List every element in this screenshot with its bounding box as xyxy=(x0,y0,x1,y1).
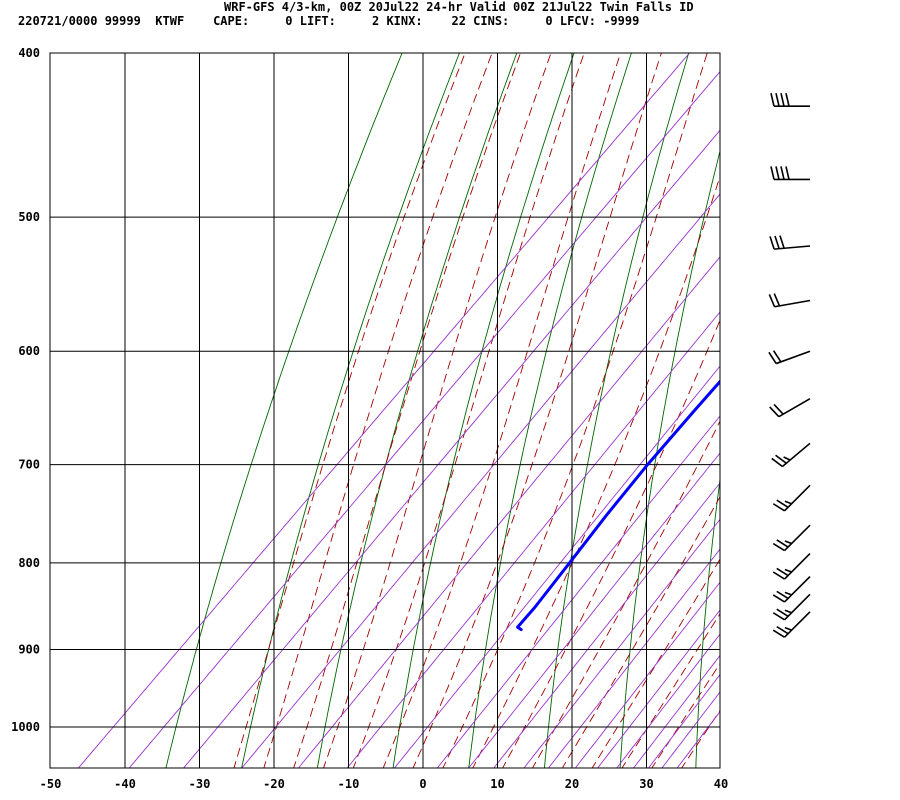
y-tick-label: 1000 xyxy=(11,720,40,734)
wind-barb xyxy=(768,293,811,308)
x-tick-label: -20 xyxy=(263,777,285,791)
dry-adiabat-line xyxy=(695,476,720,768)
mixing-ratio-line xyxy=(547,548,720,768)
wind-barb xyxy=(772,484,811,512)
wind-barb xyxy=(768,350,811,365)
moist-adiabat-line xyxy=(681,709,720,768)
moist-adiabat-line xyxy=(263,53,493,768)
mixing-ratio-line xyxy=(77,53,691,768)
moist-adiabat-line xyxy=(502,318,720,768)
dry-adiabat-line xyxy=(392,53,575,768)
moist-adiabat-line xyxy=(651,662,720,768)
dry-adiabat-line xyxy=(543,53,690,768)
moist-adiabat-line xyxy=(352,53,585,768)
wind-barb xyxy=(771,442,811,468)
y-tick-label: 600 xyxy=(18,344,40,358)
wind-barb xyxy=(772,553,811,580)
moist-adiabat-line xyxy=(382,53,622,768)
wind-barb xyxy=(772,593,811,621)
x-tick-label: 0 xyxy=(419,777,426,791)
dry-adiabat-line xyxy=(468,53,632,768)
mixing-ratio-line xyxy=(393,365,720,768)
moist-adiabat-line xyxy=(412,53,662,768)
mixing-ratio-line xyxy=(241,193,720,768)
mixing-ratio-line xyxy=(128,70,720,768)
mixing-ratio-line xyxy=(346,311,720,768)
mixing-ratio-line xyxy=(616,633,720,768)
mixing-ratio-line xyxy=(468,452,720,768)
x-tick-label: -30 xyxy=(189,777,211,791)
dry-adiabat-line xyxy=(316,53,518,768)
moist-adiabat-line xyxy=(323,53,552,768)
x-tick-label: -40 xyxy=(114,777,136,791)
mixing-ratio-line xyxy=(182,129,720,768)
x-tick-label: 20 xyxy=(565,777,579,791)
wind-barbs xyxy=(768,93,811,638)
moist-adiabat-line xyxy=(293,53,521,768)
chart-title: WRF-GFS 4/3-km, 00Z 20Jul22 24-hr Valid … xyxy=(224,0,694,14)
x-tick-label: -50 xyxy=(40,777,62,791)
wind-barb xyxy=(770,166,810,181)
wind-barb xyxy=(769,398,811,418)
dry-adiabat-line xyxy=(619,149,720,768)
plot-frame xyxy=(49,52,721,769)
grid xyxy=(50,53,720,768)
dry-adiabat-line xyxy=(241,53,460,768)
wind-barb xyxy=(769,235,811,250)
moist-adiabat-line xyxy=(472,175,720,768)
moist-adiabat-line xyxy=(531,420,720,768)
mixing-ratio-line xyxy=(523,518,720,768)
y-tick-label: 500 xyxy=(18,210,40,224)
wind-barb xyxy=(772,575,811,603)
x-tick-label: 40 xyxy=(714,777,728,791)
dry-adiabat-line xyxy=(165,53,403,768)
x-tick-label: 10 xyxy=(490,777,504,791)
mixing-ratio-line xyxy=(647,673,720,768)
thermo-background xyxy=(77,15,900,770)
mixing-ratio-line xyxy=(597,609,720,768)
dewpoint-profile xyxy=(516,379,720,632)
moist-adiabat-line xyxy=(442,53,708,768)
dry-adiabat-line xyxy=(772,15,870,770)
wind-barb xyxy=(772,524,811,552)
mixing-ratio-line xyxy=(493,482,720,768)
mixing-ratio-line xyxy=(574,581,720,768)
dry-adiabat-line xyxy=(846,15,900,770)
y-tick-label: 900 xyxy=(18,642,40,656)
mixing-ratio-line xyxy=(661,691,720,768)
profiles xyxy=(516,106,892,632)
moist-adiabat-line xyxy=(621,612,720,768)
moist-adiabat-line xyxy=(233,53,466,768)
axis-labels: -50 -40 -30 -20 -10 0 10 20 30 40 400 500 600 700 800 9… xyxy=(11,46,728,791)
y-tick-label: 700 xyxy=(18,458,40,472)
sounding-indices: 220721/0000 99999 KTWF CAPE: 0 LIFT: 2 K… xyxy=(18,14,640,28)
mixing-ratio-line xyxy=(633,654,720,768)
mixing-ratio-line xyxy=(297,256,720,768)
y-tick-label: 400 xyxy=(18,46,40,60)
y-tick-label: 800 xyxy=(18,556,40,570)
wind-barb xyxy=(772,611,811,638)
x-tick-label: -10 xyxy=(338,777,360,791)
mixing-ratio-line xyxy=(436,415,720,768)
wind-barb xyxy=(770,93,810,107)
x-tick-label: 30 xyxy=(639,777,653,791)
temperature-profile xyxy=(766,106,892,629)
